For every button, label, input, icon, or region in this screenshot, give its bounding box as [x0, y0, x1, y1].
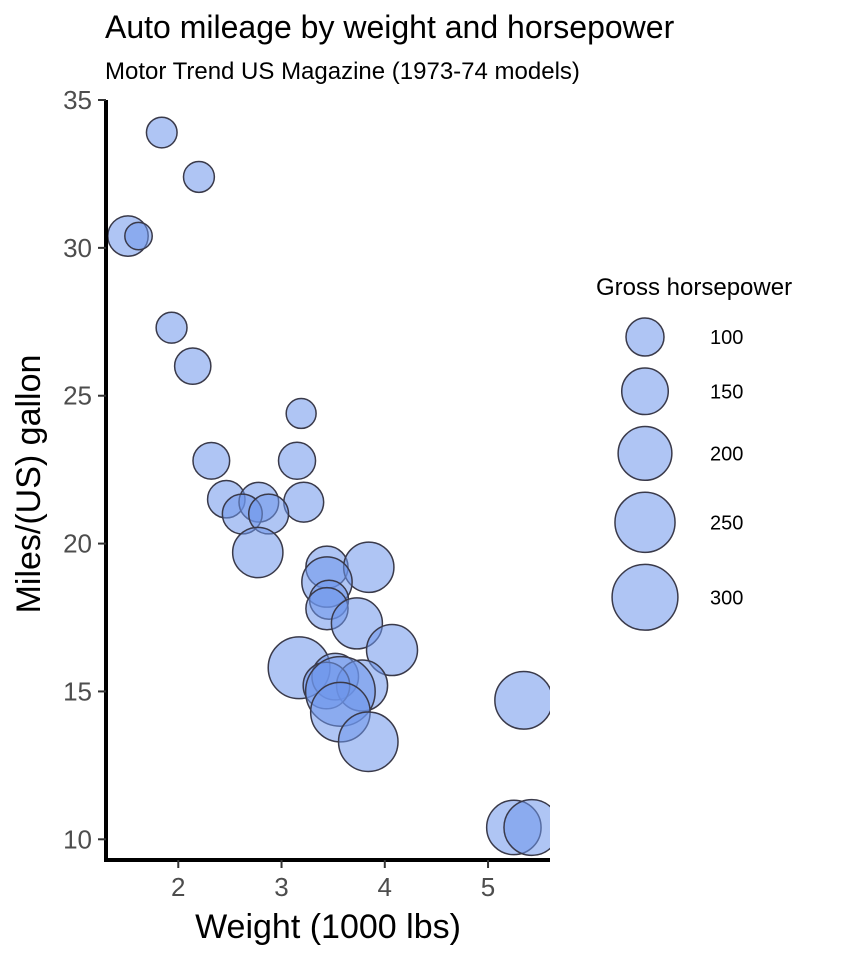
legend-key [620, 367, 670, 416]
data-point [182, 160, 216, 194]
x-tick-label: 5 [481, 872, 495, 902]
y-tick-label: 30 [63, 233, 92, 263]
x-tick-label: 3 [274, 872, 288, 902]
legend-key [617, 425, 673, 482]
legend-title: Gross horsepower [596, 274, 792, 301]
legend-label: 250 [710, 512, 743, 534]
chart-subtitle: Motor Trend US Magazine (1973-74 models) [105, 58, 580, 85]
chart-title: Auto mileage by weight and horsepower [105, 9, 675, 45]
x-tick-label: 2 [171, 872, 185, 902]
legend-key [625, 317, 665, 357]
y-axis-title: Miles/(US) gallon [10, 355, 48, 614]
data-point [145, 116, 178, 149]
points-layer [107, 116, 550, 857]
legend-label: 100 [710, 327, 743, 349]
data-point [155, 311, 188, 344]
axes-layer: 2 3 4 5 10 15 20 25 30 35 [63, 85, 550, 902]
data-point [277, 441, 317, 481]
data-point [124, 221, 153, 251]
data-point [503, 798, 550, 857]
y-tick-label: 25 [63, 381, 92, 411]
x-axis-title: Weight (1000 lbs) [195, 908, 461, 946]
y-tick-label: 10 [63, 824, 92, 854]
legend-label: 200 [710, 443, 743, 465]
data-point [494, 670, 550, 730]
legend-key [611, 563, 679, 631]
data-point [285, 397, 317, 430]
legend-label: 150 [710, 381, 743, 403]
y-tick-label: 20 [63, 529, 92, 559]
y-tick-label: 15 [63, 676, 92, 706]
x-tick-label: 4 [378, 872, 392, 902]
legend-label: 300 [710, 587, 743, 609]
data-point [173, 347, 212, 386]
data-point [283, 481, 325, 523]
legend: Gross horsepower 100 150 200 250 300 [596, 274, 792, 631]
y-tick-label: 35 [63, 85, 92, 115]
data-point [365, 623, 419, 677]
data-point [231, 526, 284, 579]
data-point [330, 597, 384, 650]
data-point [337, 711, 399, 773]
data-point [192, 441, 231, 480]
legend-key [614, 491, 676, 554]
